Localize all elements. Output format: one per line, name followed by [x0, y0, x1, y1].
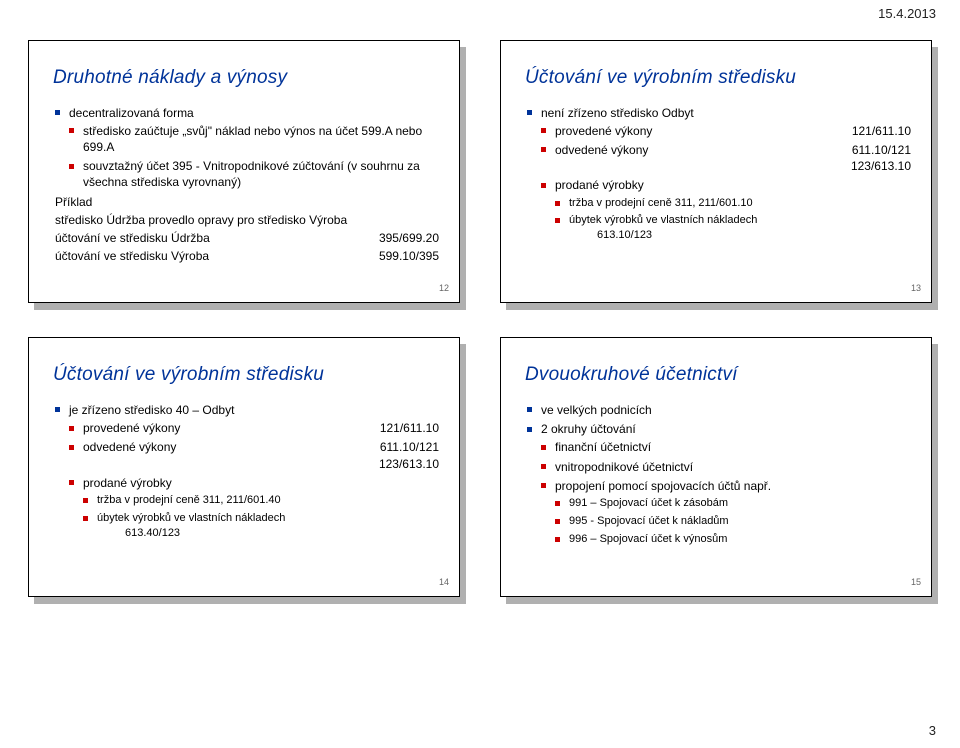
row-label: provedené výkony	[555, 123, 652, 139]
bullet-l1: 2 okruhy účtování finanční účetnictví vn…	[527, 421, 911, 546]
slide-title: Druhotné náklady a výnosy	[53, 65, 439, 91]
row-label: účtování ve středisku Výroba	[55, 248, 209, 264]
slide-14: Účtování ve výrobním středisku je zřízen…	[28, 337, 460, 597]
row-label: odvedené výkony	[83, 439, 176, 455]
slide-number: 14	[439, 576, 449, 588]
sub-value: 613.40/123	[97, 526, 439, 541]
bullet-l2: středisko zaúčtuje „svůj" náklad nebo vý…	[69, 123, 439, 155]
bullet-l3: 995 - Spojovací účet k nákladům	[555, 514, 911, 529]
bullet-l2: propojení pomocí spojovacích účtů např. …	[541, 478, 911, 547]
bullet-text: 2 okruhy účtování	[541, 422, 636, 436]
bullet-text: prodané výrobky	[555, 178, 644, 192]
bullet-l3: úbytek výrobků ve vlastních nákladech 61…	[555, 213, 911, 243]
bullet-text: není zřízeno středisko Odbyt	[541, 106, 694, 120]
example-heading: Příklad	[55, 194, 439, 210]
row-value: 611.10/121	[370, 439, 439, 455]
bullet-l2: souvztažný účet 395 - Vnitropodnikové zú…	[69, 158, 439, 190]
row-value: 599.10/395	[369, 248, 439, 264]
bullet-text: úbytek výrobků ve vlastních nákladech	[569, 214, 757, 226]
example-desc: středisko Údržba provedlo opravy pro stř…	[55, 212, 439, 228]
bullet-l3: tržba v prodejní ceně 311, 211/601.10	[555, 196, 911, 211]
slide-number: 15	[911, 576, 921, 588]
bullet-l3: tržba v prodejní ceně 311, 211/601.40	[83, 493, 439, 508]
row-label: provedené výkony	[83, 420, 180, 436]
slide-15: Dvouokruhové účetnictví ve velkých podni…	[500, 337, 932, 597]
bullet-l3: 996 – Spojovací účet k výnosům	[555, 532, 911, 547]
bullet-text: úbytek výrobků ve vlastních nákladech	[97, 512, 285, 524]
bullet-l1: není zřízeno středisko Odbyt provedené v…	[527, 105, 911, 243]
bullet-text: prodané výrobky	[83, 476, 172, 490]
row-label: účtování ve středisku Údržba	[55, 230, 210, 246]
bullet-text: je zřízeno středisko 40 – Odbyt	[69, 403, 234, 417]
row-value: 123/613.10	[369, 456, 439, 472]
row-value: 395/699.20	[369, 230, 439, 246]
bullet-text: propojení pomocí spojovacích účtů např.	[555, 479, 771, 493]
row-value: 123/613.10	[841, 158, 911, 174]
slide-12: Druhotné náklady a výnosy decentralizova…	[28, 40, 460, 303]
date-label: 15.4.2013	[878, 6, 936, 21]
bullet-l1: je zřízeno středisko 40 – Odbyt proveden…	[55, 402, 439, 540]
bullet-l2: prodané výrobky tržba v prodejní ceně 31…	[69, 475, 439, 541]
row-label: odvedené výkony	[555, 142, 648, 158]
page-number: 3	[929, 723, 936, 738]
accounting-row: účtování ve středisku Údržba 395/699.20	[55, 230, 439, 246]
slide-title: Účtování ve výrobním středisku	[525, 65, 911, 91]
bullet-l1: decentralizovaná forma středisko zaúčtuj…	[55, 105, 439, 191]
bullet-l2: vnitropodnikové účetnictví	[541, 459, 911, 475]
bullet-l2: odvedené výkony 611.10/121 123/613.10	[541, 142, 911, 174]
bullet-l2: prodané výrobky tržba v prodejní ceně 31…	[541, 177, 911, 243]
bullet-l3: 991 – Spojovací účet k zásobám	[555, 496, 911, 511]
slide-title: Dvouokruhové účetnictví	[525, 362, 911, 388]
slide-13: Účtování ve výrobním středisku není zříz…	[500, 40, 932, 303]
slide-title: Účtování ve výrobním středisku	[53, 362, 439, 388]
sub-value: 613.10/123	[569, 228, 911, 243]
row-value: 121/611.10	[370, 420, 439, 436]
slide-number: 13	[911, 282, 921, 294]
bullet-l1: ve velkých podnicích	[527, 402, 911, 418]
slides-grid: Druhotné náklady a výnosy decentralizova…	[28, 40, 932, 597]
page: 15.4.2013 3 Druhotné náklady a výnosy de…	[0, 0, 960, 748]
slide-number: 12	[439, 282, 449, 294]
accounting-row: účtování ve středisku Výroba 599.10/395	[55, 248, 439, 264]
bullet-l3: úbytek výrobků ve vlastních nákladech 61…	[83, 511, 439, 541]
row-value: 611.10/121	[842, 142, 911, 158]
bullet-l2: finanční účetnictví	[541, 439, 911, 455]
bullet-text: decentralizovaná forma	[69, 106, 194, 120]
bullet-l2: provedené výkony 121/611.10	[541, 123, 911, 139]
row-value: 121/611.10	[842, 123, 911, 139]
bullet-l2: odvedené výkony 611.10/121 123/613.10	[69, 439, 439, 471]
bullet-l2: provedené výkony 121/611.10	[69, 420, 439, 436]
